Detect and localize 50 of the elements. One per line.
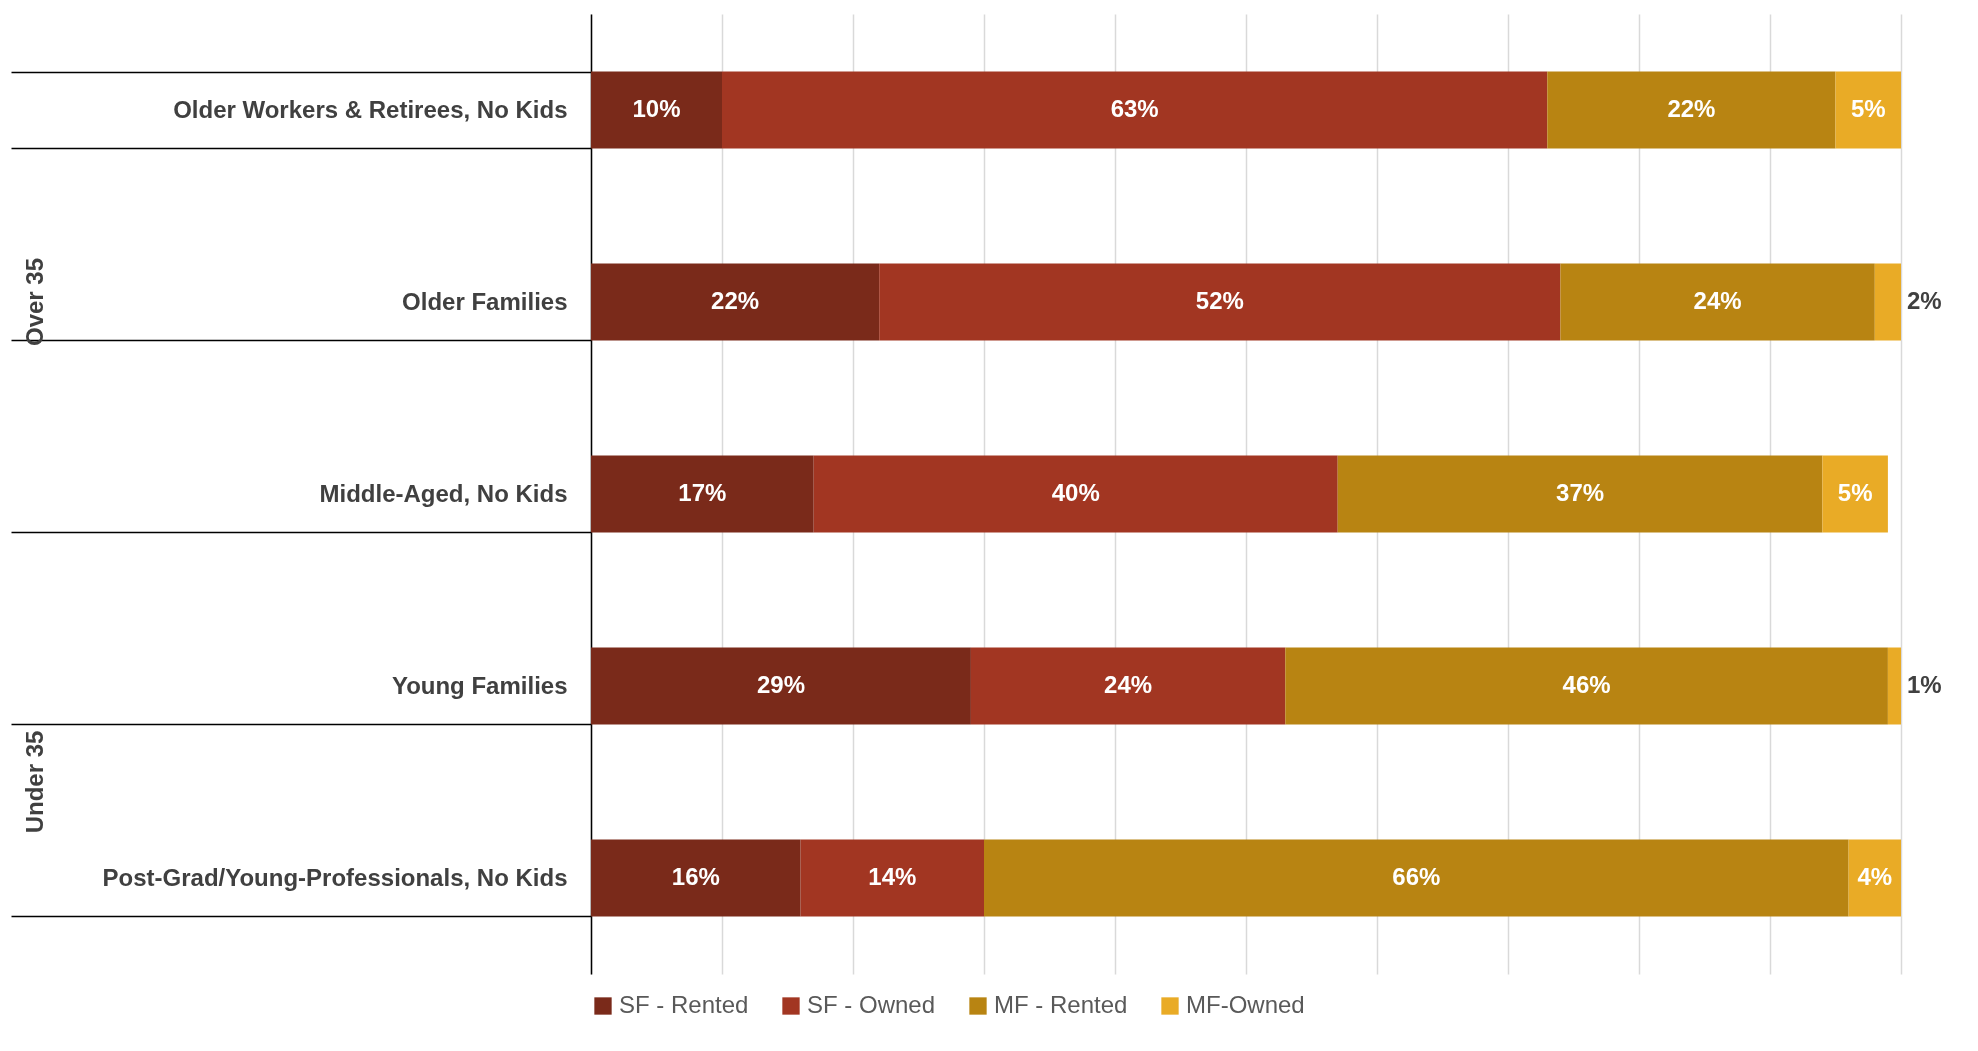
bar <box>1560 263 1875 341</box>
bar <box>722 71 1548 149</box>
data-label: 40% <box>1051 479 1100 506</box>
bar <box>813 455 1338 533</box>
bar <box>591 839 801 917</box>
text: Under 35 <box>21 730 48 834</box>
bar <box>1337 455 1823 533</box>
data-label: 22% <box>1667 95 1716 122</box>
bar <box>591 455 814 533</box>
legend-label: SF - Rented <box>619 991 749 1018</box>
legend-label: MF - Rented <box>994 991 1128 1018</box>
data-label: 63% <box>1110 95 1159 122</box>
bar <box>984 839 1849 917</box>
data-label: 14% <box>868 863 917 890</box>
data-label: 2% <box>1907 287 1942 314</box>
bar <box>1547 71 1836 149</box>
bar <box>1887 647 1901 725</box>
data-label: 5% <box>1837 479 1873 506</box>
bar <box>1835 71 1901 149</box>
data-label: 16% <box>671 863 720 890</box>
bar <box>800 839 984 917</box>
y-tick-label: Post-Grad/Young-Professionals, No Kids <box>102 863 568 891</box>
data-label: 37% <box>1556 479 1605 506</box>
y-tick-label: Young Families <box>391 671 568 699</box>
y-tick-label: Older Workers & Retirees, No Kids <box>173 95 568 123</box>
data-label: 17% <box>678 479 727 506</box>
legend-label: MF-Owned <box>1186 991 1305 1018</box>
data-label: 5% <box>1850 95 1886 122</box>
bar <box>591 71 722 149</box>
data-label: 46% <box>1562 671 1611 698</box>
bar <box>1285 647 1888 725</box>
data-label: 1% <box>1907 671 1942 698</box>
bar <box>1874 263 1901 341</box>
bar <box>1822 455 1888 533</box>
bar <box>591 263 880 341</box>
data-label: 52% <box>1195 287 1244 314</box>
data-label: 24% <box>1104 671 1153 698</box>
data-label: 22% <box>711 287 760 314</box>
y-tick-label: Middle-Aged, No Kids <box>319 479 568 507</box>
data-label: 10% <box>632 95 681 122</box>
bar <box>879 263 1561 341</box>
y-tick-label: Older Families <box>402 287 568 315</box>
data-label: 24% <box>1693 287 1742 314</box>
bar <box>970 647 1286 725</box>
data-label: 29% <box>756 671 805 698</box>
data-label: 66% <box>1392 863 1441 890</box>
text: Over 35 <box>21 257 48 347</box>
data-label: 4% <box>1857 863 1893 890</box>
bar <box>591 647 971 725</box>
legend-label: SF - Owned <box>807 991 936 1018</box>
